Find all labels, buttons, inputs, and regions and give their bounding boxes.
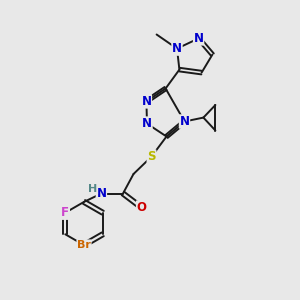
Text: S: S [147,150,156,163]
Text: N: N [172,42,182,55]
Text: N: N [179,115,190,128]
Text: O: O [136,201,147,214]
Text: N: N [141,95,152,108]
Text: H: H [88,184,98,194]
Text: Br: Br [77,240,91,250]
Text: F: F [61,206,69,219]
Text: N: N [142,117,152,130]
Text: N: N [194,32,204,45]
Text: N: N [96,187,106,200]
